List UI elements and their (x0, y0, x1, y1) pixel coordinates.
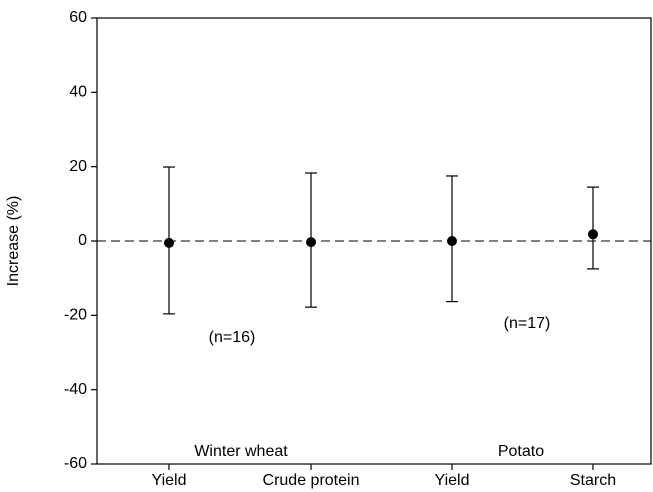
y-tick-label: -20 (64, 307, 87, 324)
y-tick-label: -60 (64, 455, 87, 472)
x-tick-label: Crude protein (263, 472, 360, 489)
point (447, 236, 457, 246)
annotation: (n=16) (209, 329, 256, 346)
point (588, 229, 598, 240)
y-tick-label: 0 (78, 232, 87, 249)
point (306, 237, 316, 248)
x-tick-label: Yield (435, 472, 470, 489)
point (164, 237, 174, 248)
annotation: (n=17) (504, 315, 551, 332)
y-axis-label: Increase (%) (5, 196, 22, 287)
group-label: Potato (498, 443, 544, 460)
group-label: Winter wheat (194, 443, 288, 460)
x-tick-label: Starch (570, 472, 616, 489)
y-tick-label: -40 (64, 381, 87, 398)
x-tick-label: Yield (152, 472, 187, 489)
y-tick-label: 40 (69, 84, 87, 101)
y-tick-label: 60 (69, 9, 87, 26)
y-tick-label: 20 (69, 158, 87, 175)
